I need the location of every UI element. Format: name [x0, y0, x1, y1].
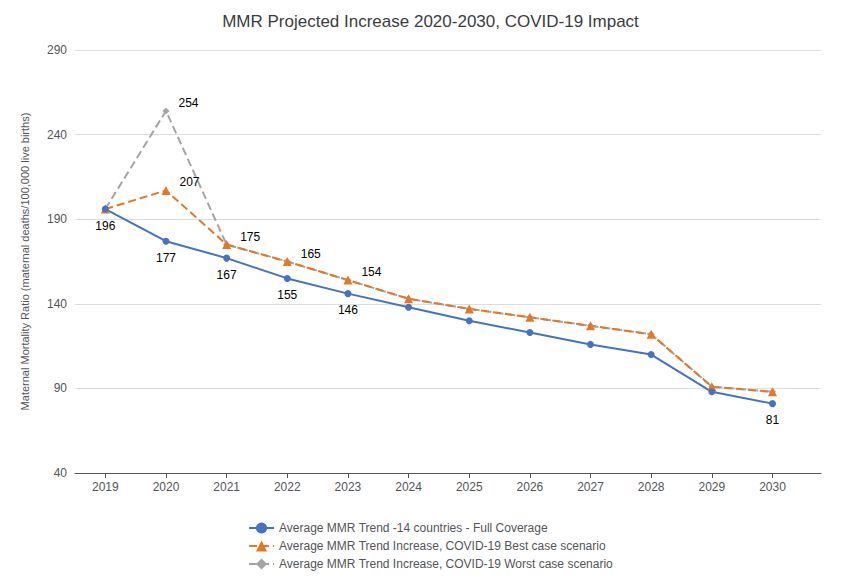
svg-text:2029: 2029 — [698, 480, 725, 494]
svg-text:290: 290 — [47, 43, 67, 57]
svg-text:140: 140 — [47, 297, 67, 311]
svg-text:2019: 2019 — [92, 480, 119, 494]
svg-text:165: 165 — [301, 247, 321, 261]
svg-text:2024: 2024 — [395, 480, 422, 494]
svg-text:2026: 2026 — [517, 480, 544, 494]
svg-text:207: 207 — [179, 175, 199, 189]
svg-text:Average MMR Trend Increase, CO: Average MMR Trend Increase, COVID-19 Wor… — [279, 557, 613, 571]
svg-text:155: 155 — [277, 288, 297, 302]
svg-text:167: 167 — [217, 268, 237, 282]
svg-text:190: 190 — [47, 212, 67, 226]
svg-text:254: 254 — [178, 96, 198, 110]
svg-text:240: 240 — [47, 128, 67, 142]
svg-text:Average MMR Trend Increase, CO: Average MMR Trend Increase, COVID-19 Bes… — [279, 539, 606, 553]
svg-text:196: 196 — [95, 219, 115, 233]
svg-text:Average MMR Trend -14 countrie: Average MMR Trend -14 countries - Full C… — [279, 521, 548, 535]
svg-text:146: 146 — [338, 303, 358, 317]
svg-text:40: 40 — [54, 466, 68, 480]
svg-text:2027: 2027 — [577, 480, 604, 494]
svg-text:2020: 2020 — [153, 480, 180, 494]
svg-text:MMR Projected Increase 2020-20: MMR Projected Increase 2020-2030, COVID-… — [222, 12, 639, 31]
svg-text:2022: 2022 — [274, 480, 301, 494]
svg-text:2025: 2025 — [456, 480, 483, 494]
svg-text:81: 81 — [766, 413, 780, 427]
svg-text:2023: 2023 — [335, 480, 362, 494]
svg-text:154: 154 — [361, 265, 381, 279]
svg-text:Maternal Mortality Ratio (mate: Maternal Mortality Ratio (maternal death… — [19, 113, 31, 411]
svg-text:2021: 2021 — [213, 480, 240, 494]
svg-text:2030: 2030 — [759, 480, 786, 494]
svg-text:177: 177 — [156, 251, 176, 265]
svg-text:2028: 2028 — [638, 480, 665, 494]
svg-text:90: 90 — [54, 381, 68, 395]
svg-text:175: 175 — [240, 230, 260, 244]
